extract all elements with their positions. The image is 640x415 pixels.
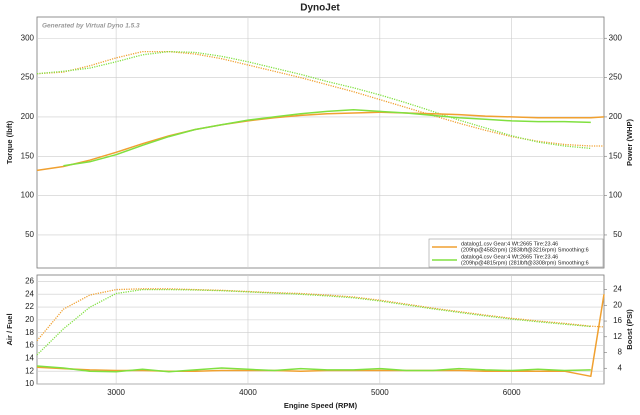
y-tick-label: 26 bbox=[25, 277, 34, 286]
y-tick-label: 200 bbox=[21, 112, 35, 121]
y-tick-label: 16 bbox=[25, 341, 34, 350]
y-axis-label: Air / Fuel bbox=[5, 313, 14, 345]
legend-label: datalog1.csv Gear:4 Wt:2665 Tire:23.46 bbox=[461, 241, 558, 247]
series-line bbox=[36, 111, 605, 172]
y2-tick-label: 250 bbox=[609, 73, 623, 82]
y-tick-label: 20 bbox=[25, 315, 34, 324]
y2-tick-label: 16 bbox=[613, 316, 622, 325]
y-tick-label: 12 bbox=[25, 366, 34, 375]
y2-axis-label: Power (WHP) bbox=[625, 118, 634, 166]
plot-area bbox=[36, 16, 605, 269]
x-axis-label: Engine Speed (RPM) bbox=[284, 401, 358, 410]
x-tick-label: 4000 bbox=[239, 388, 257, 397]
y-tick-label: 150 bbox=[21, 151, 35, 160]
x-tick-label: 5000 bbox=[371, 388, 389, 397]
plot-area bbox=[36, 274, 605, 385]
y2-axis-label: Boost (PSI) bbox=[625, 309, 634, 350]
y-tick-label: 50 bbox=[25, 230, 34, 239]
y2-tick-label: 300 bbox=[609, 33, 623, 42]
x-tick-label: 6000 bbox=[503, 388, 521, 397]
series-line bbox=[36, 50, 591, 150]
x-tick-label: 3000 bbox=[107, 388, 125, 397]
legend-label: datalog4.csv Gear:4 Wt:2665 Tire:23.46 bbox=[461, 254, 558, 260]
y-axis-label: Torque (lbft) bbox=[5, 120, 14, 164]
y2-tick-label: 12 bbox=[613, 332, 622, 341]
y2-tick-label: 24 bbox=[613, 285, 622, 294]
y-tick-label: 300 bbox=[21, 33, 35, 42]
series-line bbox=[63, 109, 591, 167]
y-tick-label: 250 bbox=[21, 73, 35, 82]
y-tick-label: 18 bbox=[25, 328, 34, 337]
annotation: Generated by Virtual Dyno 1.5.3 bbox=[42, 23, 140, 30]
series-line bbox=[36, 288, 591, 356]
y-tick-label: 100 bbox=[21, 191, 35, 200]
y2-tick-label: 150 bbox=[609, 151, 623, 160]
y-tick-label: 22 bbox=[25, 302, 34, 311]
y2-tick-label: 8 bbox=[618, 348, 623, 357]
chart-title: DynoJet bbox=[300, 3, 340, 14]
y2-tick-label: 100 bbox=[609, 191, 623, 200]
y2-tick-label: 200 bbox=[609, 112, 623, 121]
y2-tick-label: 20 bbox=[613, 300, 622, 309]
y-tick-label: 14 bbox=[25, 353, 34, 362]
legend-box bbox=[428, 238, 604, 268]
y2-tick-label: 50 bbox=[613, 230, 622, 239]
y-tick-label: 24 bbox=[25, 289, 34, 298]
y-tick-label: 10 bbox=[25, 379, 34, 388]
series-line bbox=[36, 288, 605, 342]
legend-detail: (209hp@4815rpm) (281lbft@3308rpm) Smooth… bbox=[461, 260, 589, 266]
legend-detail: (209hp@4582rpm) (283lbft@3216rpm) Smooth… bbox=[461, 247, 589, 253]
y2-tick-label: 4 bbox=[618, 363, 623, 372]
series-line bbox=[36, 365, 591, 373]
